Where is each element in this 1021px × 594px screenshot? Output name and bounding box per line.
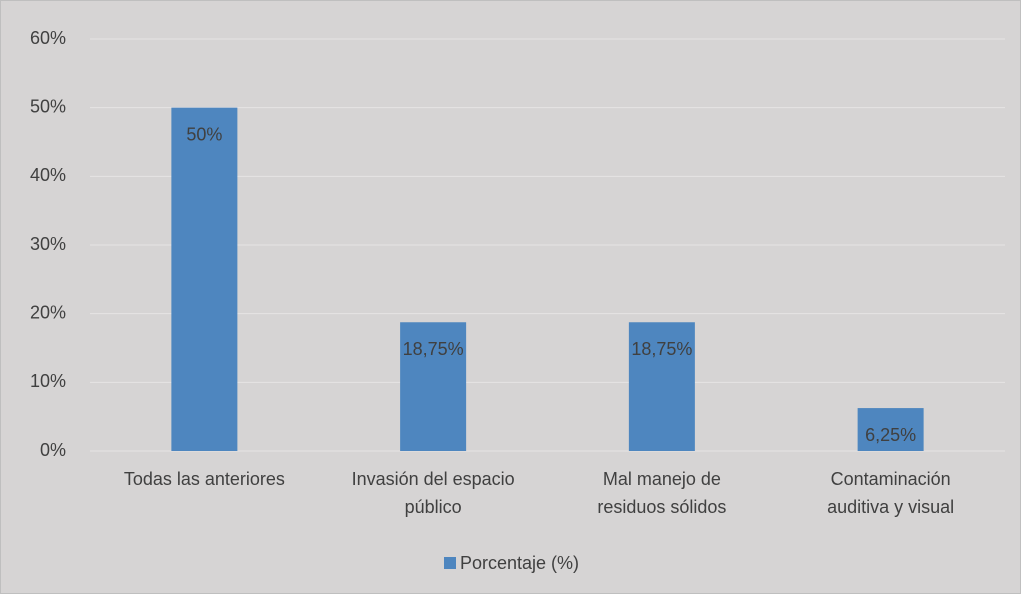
bar (400, 322, 467, 451)
data-label: 18,75% (631, 339, 692, 359)
y-tick-label: 10% (30, 371, 66, 391)
bar (171, 107, 238, 452)
legend-label: Porcentaje (%) (460, 553, 579, 573)
legend-swatch (444, 557, 456, 569)
y-tick-label: 50% (30, 96, 66, 116)
y-tick-label: 60% (30, 28, 66, 48)
x-tick-label: Contaminación auditiva y visual (827, 469, 954, 517)
y-tick-label: 40% (30, 165, 66, 185)
bar (857, 408, 924, 451)
x-tick-label: Invasión del espacio público (352, 469, 515, 517)
bar (628, 322, 695, 451)
y-tick-label: 20% (30, 302, 66, 322)
data-label: 6,25% (865, 425, 916, 445)
x-tick-label: Todas las anteriores (124, 469, 285, 489)
x-tick-label: Mal manejo de residuos sólidos (597, 469, 726, 517)
data-label: 18,75% (403, 339, 464, 359)
data-label: 50% (186, 124, 222, 144)
y-tick-label: 0% (40, 440, 66, 460)
y-tick-label: 30% (30, 234, 66, 254)
